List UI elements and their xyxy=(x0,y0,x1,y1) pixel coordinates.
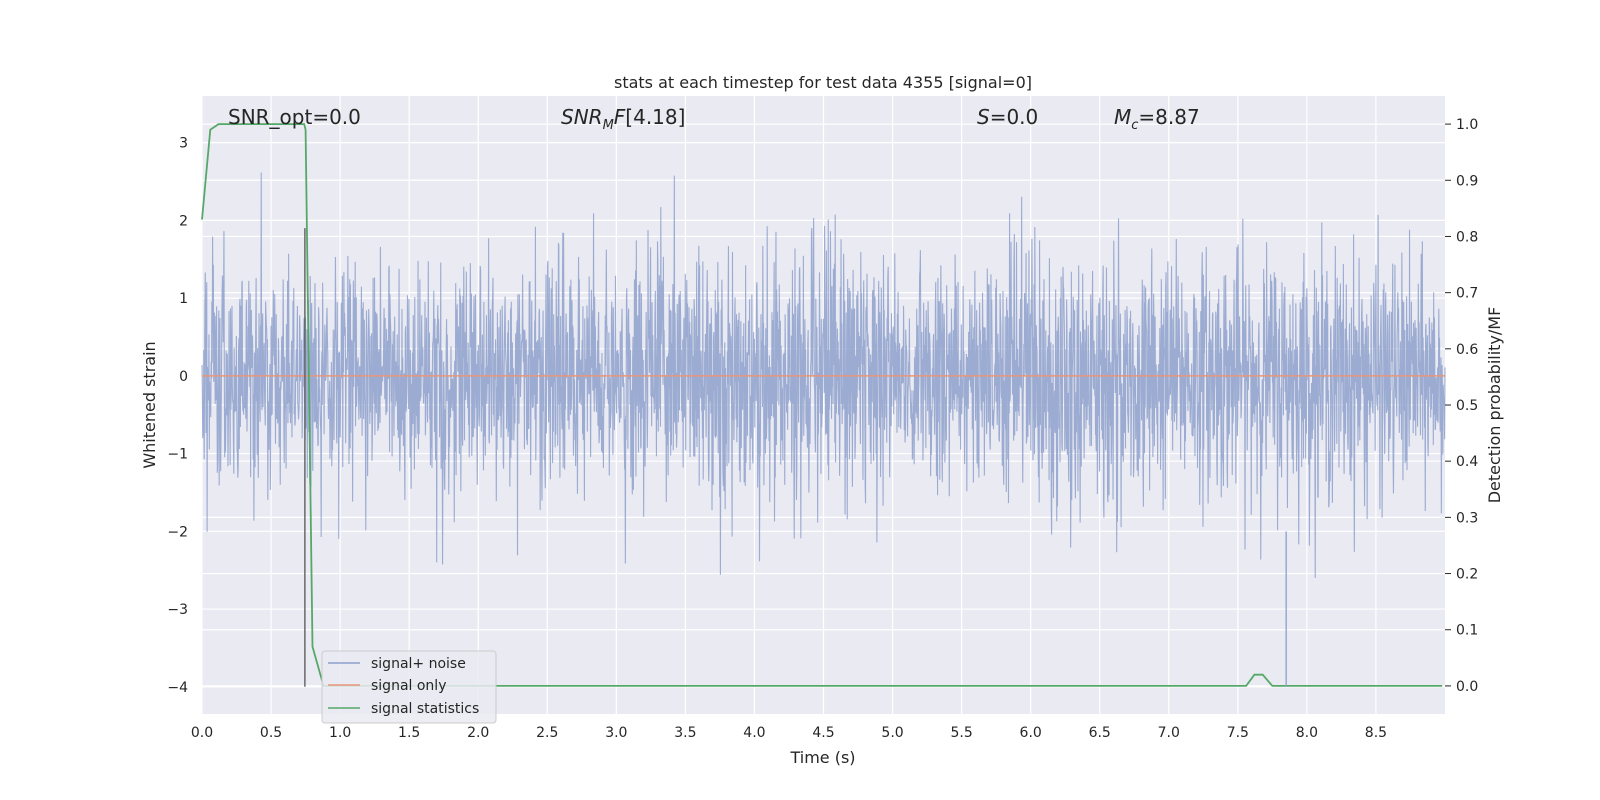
y-tick-label: −4 xyxy=(167,680,188,696)
annotation-mc: Mc=8.87 xyxy=(1114,105,1200,133)
x-tick-label: 8.0 xyxy=(1296,725,1318,741)
x-tick-label: 1.0 xyxy=(329,725,351,741)
x-tick-label: 4.5 xyxy=(812,725,834,741)
legend-label-signal-only: signal only xyxy=(371,678,446,694)
x-tick-label: 7.5 xyxy=(1227,725,1249,741)
x-tick-label: 2.0 xyxy=(467,725,489,741)
line-signal-plus-noise xyxy=(201,172,1446,578)
legend-label-signal-statistics: signal statistics xyxy=(371,701,479,717)
y-tick-label: −2 xyxy=(167,524,188,540)
y2-tick-label: 0.2 xyxy=(1456,567,1478,583)
y2-tick-label: 0.0 xyxy=(1456,679,1478,695)
x-tick-label: 1.5 xyxy=(398,725,420,741)
y2-tick-label: 0.3 xyxy=(1456,510,1478,526)
x-tick-label: 6.0 xyxy=(1020,725,1042,741)
x-tick-label: 5.0 xyxy=(881,725,903,741)
y2-tick-label: 0.4 xyxy=(1456,454,1478,470)
y2-tick-label: 0.6 xyxy=(1456,342,1478,358)
y-axis-label: Whitened strain xyxy=(140,341,159,468)
y-axis-ticks: 3 2 1 0 −1 −2 −3 −4 xyxy=(167,136,188,696)
x-tick-label: 8.5 xyxy=(1365,725,1387,741)
annotation-snr-opt: SNR_opt=0.0 xyxy=(228,105,361,129)
x-tick-label: 4.0 xyxy=(743,725,765,741)
y-tick-label: 0 xyxy=(179,369,188,385)
x-tick-label: 3.0 xyxy=(605,725,627,741)
chart-title: stats at each timestep for test data 435… xyxy=(614,73,1032,92)
series-signal-plus-noise xyxy=(201,172,1446,578)
y2-axis-label: Detection probability/MF xyxy=(1485,307,1504,504)
legend: signal+ noise signal only signal statist… xyxy=(321,650,497,724)
x-tick-label: 2.5 xyxy=(536,725,558,741)
annotation-snr-mf: SNRMF[4.18] xyxy=(561,105,685,133)
y2-tick-label: 0.7 xyxy=(1456,286,1478,302)
legend-box xyxy=(321,650,497,724)
y-tick-label: 3 xyxy=(179,136,188,152)
x-tick-label: 0.0 xyxy=(191,725,213,741)
y2-tick-label: 0.5 xyxy=(1456,398,1478,414)
x-tick-label: 7.0 xyxy=(1158,725,1180,741)
x-tick-label: 0.5 xyxy=(260,725,282,741)
x-tick-label: 5.5 xyxy=(950,725,972,741)
y-tick-label: −3 xyxy=(167,602,188,618)
y-tick-label: 2 xyxy=(179,213,188,229)
y2-tick-label: 0.8 xyxy=(1456,229,1478,245)
y2-tick-label: 0.9 xyxy=(1456,173,1478,189)
vertical-markers xyxy=(304,228,1287,687)
y2-tick-label: 0.1 xyxy=(1456,623,1478,639)
y-tick-label: 1 xyxy=(179,291,188,307)
x-tick-label: 3.5 xyxy=(674,725,696,741)
x-tick-label: 6.5 xyxy=(1089,725,1111,741)
y-tick-label: −1 xyxy=(167,447,188,463)
x-axis-label: Time (s) xyxy=(789,748,855,767)
y2-axis-ticks: 1.0 0.9 0.8 0.7 0.6 0.5 0.4 0.3 0.2 0.1 0.0 xyxy=(1445,117,1478,695)
annotation-s: S=0.0 xyxy=(977,105,1038,129)
y2-tick-label: 1.0 xyxy=(1456,117,1478,133)
legend-label-signal-plus-noise: signal+ noise xyxy=(371,656,466,672)
x-axis-ticks: 0.0 0.5 1.0 1.5 2.0 2.5 3.0 3.5 4.0 4.5 5.0 5.5 6.0 6… xyxy=(191,725,1387,741)
